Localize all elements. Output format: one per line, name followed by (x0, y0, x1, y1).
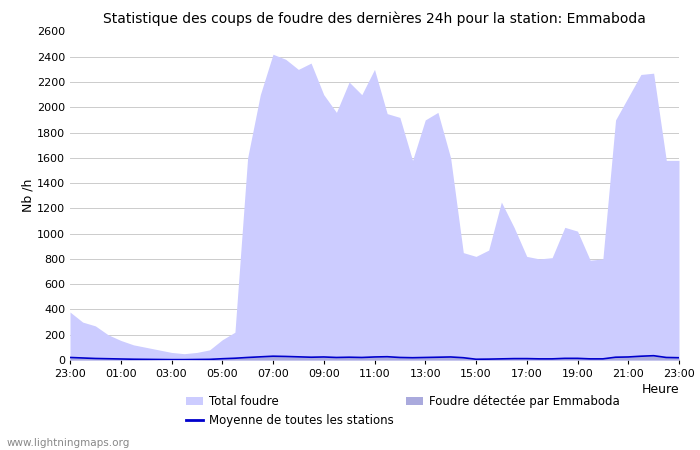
Text: Heure: Heure (641, 383, 679, 396)
Text: www.lightningmaps.org: www.lightningmaps.org (7, 438, 130, 448)
Y-axis label: Nb /h: Nb /h (21, 179, 34, 212)
Legend: Total foudre, Moyenne de toutes les stations, Foudre détectée par Emmaboda: Total foudre, Moyenne de toutes les stat… (186, 396, 620, 428)
Title: Statistique des coups de foudre des dernières 24h pour la station: Emmaboda: Statistique des coups de foudre des dern… (103, 12, 646, 26)
